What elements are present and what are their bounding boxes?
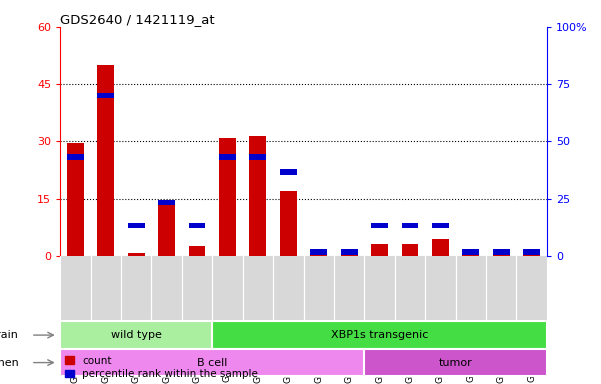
Bar: [523, 252, 540, 256]
Bar: [371, 245, 388, 256]
Bar: [432, 239, 449, 256]
Text: GDS2640 / 1421119_at: GDS2640 / 1421119_at: [60, 13, 215, 26]
Text: XBP1s transgenic: XBP1s transgenic: [331, 330, 429, 340]
Bar: [67, 154, 84, 159]
Text: specimen: specimen: [0, 358, 19, 367]
Bar: [249, 154, 266, 159]
Bar: [463, 249, 479, 255]
Bar: [158, 204, 175, 256]
Bar: [67, 143, 84, 256]
Text: tumor: tumor: [439, 358, 472, 367]
Bar: [523, 249, 540, 255]
Text: strain: strain: [0, 330, 19, 340]
Text: wild type: wild type: [111, 330, 162, 340]
Bar: [97, 65, 114, 256]
Bar: [401, 222, 418, 228]
Bar: [341, 254, 358, 256]
Bar: [401, 245, 418, 256]
Bar: [189, 222, 206, 228]
Bar: [60, 349, 364, 376]
Bar: [128, 222, 144, 228]
Bar: [128, 253, 144, 256]
Bar: [60, 321, 212, 349]
Bar: [249, 136, 266, 256]
Bar: [310, 255, 327, 256]
Bar: [212, 321, 547, 349]
Bar: [371, 222, 388, 228]
Bar: [341, 249, 358, 255]
Bar: [158, 200, 175, 205]
Bar: [310, 249, 327, 255]
Bar: [493, 255, 510, 256]
Bar: [432, 222, 449, 228]
Text: B cell: B cell: [197, 358, 227, 367]
Bar: [189, 247, 206, 256]
Bar: [493, 249, 510, 255]
Bar: [219, 137, 236, 256]
Bar: [463, 254, 479, 256]
Bar: [97, 93, 114, 98]
Legend: count, percentile rank within the sample: count, percentile rank within the sample: [66, 356, 258, 379]
Bar: [364, 349, 547, 376]
Bar: [280, 169, 297, 175]
Bar: [219, 154, 236, 159]
Bar: [280, 191, 297, 256]
